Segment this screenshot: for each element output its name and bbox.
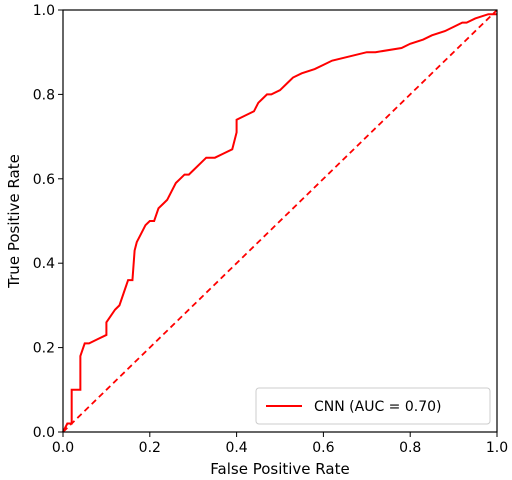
plot-frame bbox=[62, 9, 498, 433]
y-axis-label: True Positive Rate bbox=[5, 154, 23, 289]
roc-curve-line bbox=[62, 13, 497, 433]
x-tick-label: 0.0 bbox=[52, 440, 74, 456]
y-tick-label: 1.0 bbox=[33, 3, 55, 19]
x-tick-label: 0.2 bbox=[139, 440, 161, 456]
x-axis-label: False Positive Rate bbox=[210, 460, 349, 478]
legend-entry-cnn: CNN (AUC = 0.70) bbox=[314, 399, 442, 415]
legend: CNN (AUC = 0.70) bbox=[255, 387, 491, 425]
x-tick-label: 1.0 bbox=[486, 440, 508, 456]
y-tick-label: 0.6 bbox=[33, 172, 55, 188]
axis-ticks: 0.0 0.2 0.4 0.6 0.8 1.0 0.0 0.2 0.4 0.6 0.8 1.0 bbox=[33, 3, 508, 456]
x-tick-label: 0.4 bbox=[225, 440, 247, 456]
x-tick-label: 0.6 bbox=[312, 440, 334, 456]
legend-box bbox=[255, 387, 491, 425]
y-tick-label: 0.4 bbox=[33, 256, 55, 272]
x-tick-label: 0.8 bbox=[399, 440, 421, 456]
y-tick-label: 0.0 bbox=[33, 425, 55, 441]
chance-diagonal-line bbox=[62, 9, 498, 433]
y-tick-label: 0.2 bbox=[33, 341, 55, 357]
plot-area bbox=[62, 9, 498, 433]
y-tick-label: 0.8 bbox=[33, 87, 55, 103]
